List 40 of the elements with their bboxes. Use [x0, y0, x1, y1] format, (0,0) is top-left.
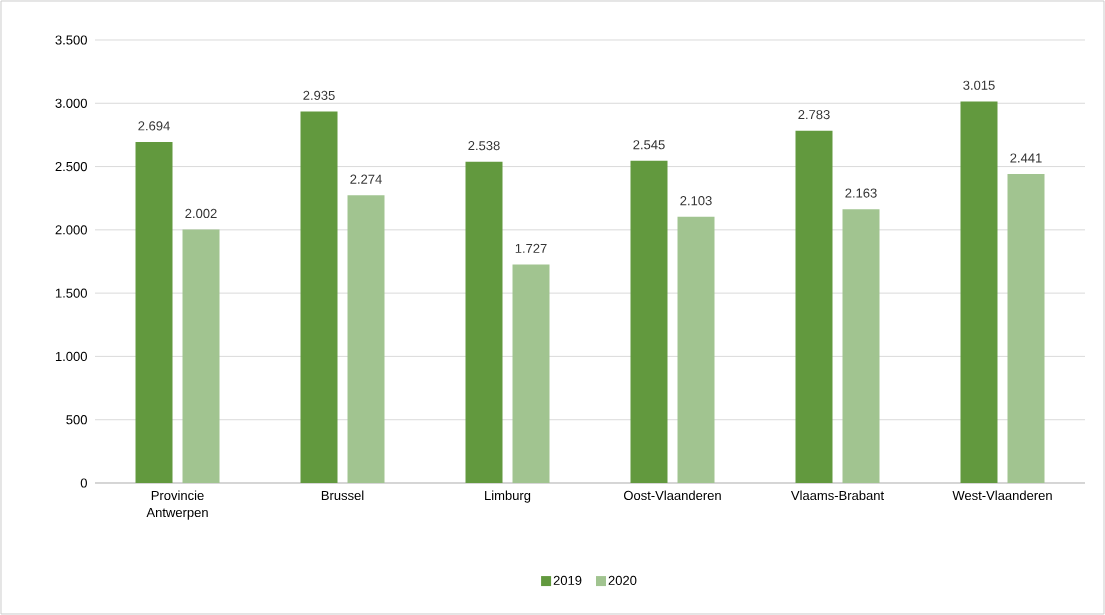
- x-tick-label: Oost-Vlaanderen: [623, 490, 721, 501]
- data-label: 2.545: [633, 140, 665, 150]
- bar: [347, 195, 385, 483]
- y-tick-label: 500: [66, 415, 87, 425]
- x-tick-label: Provincie Antwerpen: [146, 490, 208, 520]
- legend-label: 2019: [553, 575, 582, 585]
- bar: [795, 130, 833, 483]
- bar: [960, 101, 998, 483]
- legend-label: 2020: [608, 575, 637, 585]
- x-tick-label: Brussel: [321, 490, 364, 501]
- y-tick-label: 3.000: [55, 98, 87, 108]
- bar: [135, 142, 173, 483]
- bar: [842, 209, 880, 483]
- bar: [677, 216, 715, 483]
- bar: [630, 160, 668, 483]
- bar: [1007, 174, 1045, 483]
- data-label: 2.783: [798, 110, 830, 120]
- x-tick-label: West-Vlaanderen: [952, 490, 1052, 501]
- data-label: 2.163: [845, 188, 877, 198]
- data-label: 2.538: [468, 141, 500, 151]
- x-tick-label: Limburg: [485, 490, 531, 503]
- data-label: 2.002: [185, 208, 217, 219]
- y-tick-label: 3.500: [55, 35, 87, 45]
- bar: [465, 161, 503, 483]
- data-label: 2.441: [1010, 153, 1042, 163]
- y-tick-label: 2.000: [55, 225, 87, 235]
- data-label: 2.935: [303, 90, 335, 100]
- y-tick-label: 1.500: [55, 288, 87, 298]
- y-tick-label: 0: [80, 478, 87, 488]
- y-tick-label: 1.000: [55, 351, 87, 362]
- data-label: 2.274: [350, 174, 382, 184]
- bar: [512, 264, 550, 483]
- data-label: 1.727: [515, 243, 547, 253]
- bar: [300, 111, 338, 483]
- bar: [182, 229, 220, 483]
- y-tick-label: 2.500: [55, 161, 87, 172]
- data-label: 2.694: [138, 121, 170, 131]
- x-tick-label: Vlaams-Brabant: [790, 490, 884, 501]
- data-label: 3.015: [963, 80, 995, 90]
- data-label: 2.103: [680, 196, 712, 206]
